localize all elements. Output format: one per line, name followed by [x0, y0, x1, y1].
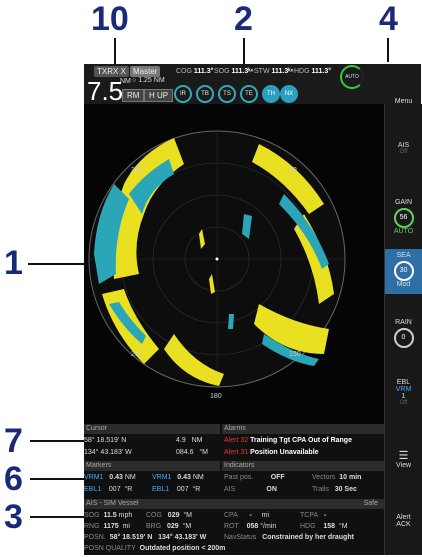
vessel-brg: BRG 029 °M: [146, 523, 192, 530]
indicators-panel-title: Indicators: [222, 461, 384, 471]
leader-line: [30, 440, 86, 442]
indicator-tb: TB: [196, 85, 214, 103]
indicator-nx: NX: [280, 85, 298, 103]
sea-label: SEA: [396, 252, 411, 259]
view-button[interactable]: ☰ View: [385, 449, 422, 469]
callout-7: 7: [4, 422, 23, 460]
ais-control[interactable]: AIS Off: [385, 142, 422, 172]
vessel-cpa: CPA - mi: [224, 512, 270, 519]
indicator-ir: IR: [174, 85, 192, 103]
vessel-navstatus: NavStatus Constrained by her draught: [224, 534, 354, 541]
bearing-label: 180: [210, 393, 222, 400]
past-pos-row: Past pos. OFF: [224, 474, 285, 481]
cursor-dist: 4.9 NM: [176, 437, 203, 444]
status-bar: TXRX X Master 7.5 NM ○ 1.25 NM RM H UP C…: [84, 64, 421, 106]
gain-label: GAIN: [394, 199, 413, 206]
bearing-label: 150: [289, 351, 301, 358]
callout-2: 2: [234, 0, 253, 38]
sea-value: 30: [393, 261, 414, 281]
auto-gauge-icon[interactable]: AUTO: [340, 65, 364, 89]
leader-line: [30, 516, 86, 518]
alert-ack-button[interactable]: Alert ACK: [385, 514, 422, 528]
vessel-posn: POSN. 58° 18.519' N 134° 43.183' W: [84, 534, 207, 541]
stw-readout: STW 111.3ᵏⁿ: [254, 68, 294, 75]
callout-6: 6: [4, 460, 23, 498]
callout-10: 10: [91, 0, 129, 38]
rain-label: RAIN: [395, 319, 412, 326]
callout-3: 3: [4, 498, 23, 536]
vrm1b-row[interactable]: VRM1 0.43 NM: [152, 474, 204, 481]
vrm1-row[interactable]: VRM1 0.43 NM: [84, 474, 136, 481]
cursor-lon: 134° 43.183' W: [84, 449, 132, 456]
vessel-hdg: HDG 158 °M: [300, 523, 348, 530]
ais-label: AIS: [397, 142, 410, 149]
range-unit: NM: [120, 78, 131, 85]
sog-readout: SOG 111.3ᵏⁿ: [214, 68, 254, 75]
hamburger-icon: ☰: [398, 450, 409, 462]
vessel-rot: ROT 058 °/min: [224, 523, 277, 530]
range-value[interactable]: 7.5: [87, 76, 124, 106]
vessel-sog: SOG 11.5 mph: [84, 512, 133, 519]
bearing-label: 30: [289, 167, 297, 174]
sea-mode: Mod: [396, 281, 411, 288]
indicator-te: TE: [240, 85, 258, 103]
ring-spacing: ○ 1.25 NM: [132, 77, 165, 84]
indicator-th: TH: [262, 85, 280, 103]
cursor-lat: 58° 18.519' N: [84, 437, 127, 444]
radar-screen: TXRX X Master 7.5 NM ○ 1.25 NM RM H UP C…: [84, 64, 422, 555]
rain-value: 0: [393, 328, 414, 348]
callout-1: 1: [4, 244, 23, 282]
ebl-label: EBL: [396, 379, 411, 386]
leader-line: [243, 38, 245, 66]
leader-line: [387, 38, 389, 62]
ebl1b-row[interactable]: EBL1 007 °R: [152, 486, 201, 493]
alarm-row[interactable]: Alert 31 Position Unavailable: [224, 449, 319, 456]
callout-4: 4: [379, 0, 398, 38]
vectors-row: Vectors 10 min: [312, 474, 362, 481]
leader-line: [30, 478, 86, 480]
cursor-bearing: 084.6 °M: [176, 449, 209, 456]
alarms-panel-title: Alarms: [222, 424, 384, 434]
vrm-label: VRM: [395, 386, 412, 393]
cog-readout: COG 111.3°: [176, 68, 214, 75]
ais-state: Off: [399, 149, 408, 155]
indicator-ts: TS: [218, 85, 236, 103]
ebl1-row[interactable]: EBL1 007 °R: [84, 486, 133, 493]
vessel-panel-title: AIS - SIM Vessel Safe: [84, 499, 384, 509]
markers-panel-title: Markers: [84, 461, 220, 471]
rain-control[interactable]: RAIN 0: [385, 319, 422, 348]
bearing-label: 210: [131, 351, 143, 358]
ebl-vrm-control[interactable]: EBL VRM 1 Off: [385, 379, 422, 406]
bearing-label: 330: [131, 167, 143, 174]
gain-control[interactable]: GAIN 56 AUTO: [385, 199, 422, 235]
ack-label: ACK: [396, 521, 411, 528]
orientation-button[interactable]: H UP: [144, 89, 174, 102]
leader-line: [114, 38, 116, 78]
sea-control[interactable]: SEA 30 Mod: [385, 249, 422, 294]
vessel-cog: COG 029 °M: [146, 512, 193, 519]
vessel-posn-quality: POSN QUALITY Outdated position < 200m: [84, 545, 226, 552]
alert-label: Alert: [396, 514, 411, 521]
gain-mode: AUTO: [393, 228, 414, 235]
cursor-panel-title: Cursor: [84, 424, 220, 434]
trails-row: Trails 30 Sec: [312, 486, 357, 493]
menu-button[interactable]: Menu: [394, 98, 413, 105]
master-badge[interactable]: Master: [130, 66, 161, 77]
vrm-index: 1: [401, 393, 406, 400]
ais-row: AIS ON: [224, 486, 277, 493]
rm-button[interactable]: RM: [122, 89, 145, 102]
radar-echoes: [94, 138, 334, 386]
ebl-state: Off: [399, 400, 408, 406]
radar-ppi[interactable]: 330 30 210 150 180: [84, 104, 384, 424]
view-label: View: [395, 462, 412, 469]
source-badge[interactable]: TXRX X: [94, 66, 129, 77]
vessel-tcpa: TCPA -: [300, 512, 327, 519]
control-sidebar: Menu AIS Off GAIN 56 AUTO SEA 30 Mod RAI…: [384, 98, 422, 555]
hdg-readout: HDG 111.3°: [294, 68, 332, 75]
gain-value: 56: [393, 208, 414, 228]
vessel-rng: RNG 1175 mi: [84, 523, 130, 530]
info-panels: Cursor Alarms 58° 18.519' N 4.9 NM 134° …: [84, 424, 384, 555]
alarm-row[interactable]: Alert 32 Training Tgt CPA Out of Range: [224, 437, 352, 444]
